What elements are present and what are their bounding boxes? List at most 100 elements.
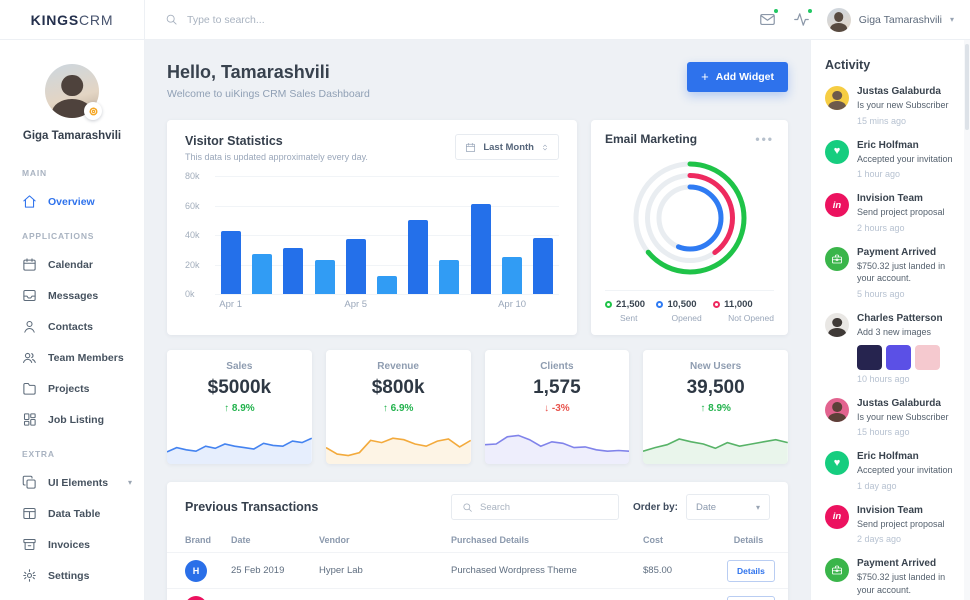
y-axis-label: 80k <box>185 171 200 181</box>
sidebar-item-job-listing[interactable]: Job Listing <box>22 412 144 427</box>
activity-item: Justas Galaburda Is your new Subscriber 15… <box>825 397 956 437</box>
bar <box>501 257 522 294</box>
sidebar-item-messages[interactable]: Messages <box>22 288 144 303</box>
order-by-select[interactable]: Date ▾ <box>686 494 770 520</box>
scrollbar[interactable] <box>964 40 970 600</box>
sidebar-item-label: UI Elements <box>48 476 109 489</box>
messages-icon <box>22 288 37 303</box>
activity-list: Justas Galaburda Is your new Subscriber 15… <box>825 86 956 600</box>
stat-label: Clients <box>540 361 574 372</box>
legend-item-top: 10,500 <box>656 299 701 310</box>
activity-item-body: Justas Galaburda Is your new Subscriber 15… <box>857 86 956 126</box>
details-button[interactable]: Details <box>727 559 775 582</box>
table-search-input[interactable] <box>479 501 600 513</box>
activity-item-body: Payment Arrived $750.32 just landed in yo… <box>857 558 956 600</box>
activity-description: Accepted your invitation <box>857 465 953 476</box>
x-axis: Apr 1 Apr 5 Apr 10 <box>215 294 559 310</box>
plot-area <box>215 176 559 295</box>
sidebar-item-projects[interactable]: Projects <box>22 381 144 396</box>
sidebar-item-overview[interactable]: Overview <box>22 194 144 209</box>
y-axis-label: 40k <box>185 230 200 240</box>
legend-item-not-opened: 11,000 Not Opened <box>713 299 774 323</box>
add-widget-button[interactable]: + Add Widget <box>687 62 788 92</box>
gridline <box>215 205 559 207</box>
topbar-actions: Giga Tamarashvili ▾ <box>759 0 970 39</box>
activity-name: Invision Team <box>857 504 923 516</box>
stat-value: $5000k <box>207 377 272 398</box>
logo-text-bold: KINGS <box>30 11 80 28</box>
activity-item: Payment Arrived $750.32 just landed in yo… <box>825 246 956 299</box>
mail-icon <box>759 11 776 28</box>
nav-section-header: MAIN <box>22 168 47 178</box>
activity-name: Justas Galaburda <box>857 397 941 409</box>
sidebar-item-label: Settings <box>48 569 90 582</box>
avatar <box>826 7 851 32</box>
app-logo: KINGS CRM <box>0 0 145 39</box>
donut-ring-sent <box>633 161 746 275</box>
updown-icon <box>541 142 549 153</box>
invision-icon: in <box>825 504 849 529</box>
transactions-card: Previous Transactions Order by: Date ▾ B… <box>167 482 788 600</box>
bar <box>314 260 335 294</box>
bar <box>376 276 397 294</box>
avatar <box>825 86 849 110</box>
purchased-cell: Purchased Wordpress Theme <box>451 565 577 576</box>
activity-item-body: Invision Team Send project proposal 2 days… <box>857 505 956 545</box>
stat-label: Sales <box>226 361 253 372</box>
y-axis-label: 20k <box>185 259 200 270</box>
sidebar-item-label: Messages <box>48 289 99 302</box>
stat-value: 39,500 <box>686 377 745 398</box>
home-icon <box>22 194 37 209</box>
card-title: Email Marketing <box>605 132 698 146</box>
bar <box>408 220 429 294</box>
image-thumbnail[interactable] <box>857 344 882 370</box>
mail-button[interactable] <box>759 8 779 28</box>
activity-time: 5 hours ago <box>857 288 905 299</box>
image-thumbnail[interactable] <box>915 344 940 370</box>
activity-item-body: Eric Holfman Accepted your invitation 1 ho… <box>857 140 956 180</box>
donut-chart <box>605 146 774 290</box>
range-label: Last Month <box>483 141 534 153</box>
image-thumbnail[interactable] <box>886 344 911 370</box>
activity-description: Is your new Subscriber <box>857 100 949 110</box>
column-header: Vendor <box>319 535 350 545</box>
date-range-select[interactable]: Last Month <box>455 134 559 160</box>
chevron-down-icon: ▾ <box>949 15 954 24</box>
scrollbar-thumb[interactable] <box>965 44 969 130</box>
donut-ring-opened <box>656 184 723 252</box>
sidebar-item-team-members[interactable]: Team Members <box>22 350 144 365</box>
sidebar-item-calendar[interactable]: Calendar <box>22 257 144 272</box>
search-input[interactable] <box>187 13 427 26</box>
page-title: Hello, Tamarashvili <box>167 62 330 82</box>
sidebar-item-contacts[interactable]: Contacts <box>22 319 144 334</box>
x-axis-label: Apr 1 <box>219 299 242 310</box>
activity-item: in Invision Team Send project proposal 2 ho… <box>825 193 956 233</box>
activity-name: Payment Arrived <box>857 558 937 570</box>
user-menu[interactable]: Giga Tamarashvili ▾ <box>826 7 954 32</box>
transactions-table: Brand Date Vendor Purchased Details Cost Deta… <box>167 528 788 600</box>
column-header: Cost <box>643 535 663 545</box>
sidebar-item-data-table[interactable]: Data Table <box>22 506 144 521</box>
sparkline <box>325 422 471 464</box>
data-table-icon <box>22 506 37 521</box>
legend-value: 21,500 <box>616 299 646 310</box>
activity-description: Accepted your invitation <box>857 153 953 164</box>
details-button[interactable]: Details <box>727 595 775 600</box>
invision-icon: in <box>825 193 849 218</box>
profile-settings-button[interactable] <box>84 102 102 120</box>
x-axis-label: Apr 10 <box>498 299 527 310</box>
sidebar-item-ui-elements[interactable]: UI Elements ▾ <box>22 475 144 490</box>
sidebar-item-invoices[interactable]: Invoices <box>22 537 144 552</box>
more-options-icon[interactable]: ••• <box>755 132 774 146</box>
stat-card-sales: Sales $5000k ↑ 8.9% <box>167 350 312 464</box>
activity-button[interactable] <box>793 8 813 28</box>
sidebar-item-label: Projects <box>48 382 90 395</box>
logo-text-light: CRM <box>79 11 114 28</box>
gridline <box>215 294 559 295</box>
sparkline <box>643 422 788 464</box>
sidebar-item-settings[interactable]: Settings <box>22 568 144 583</box>
legend-dot <box>713 301 721 308</box>
team-icon <box>22 350 37 365</box>
activity-item: Payment Arrived $750.32 just landed in yo… <box>825 558 956 600</box>
stat-delta: ↑ 8.9% <box>224 403 255 414</box>
